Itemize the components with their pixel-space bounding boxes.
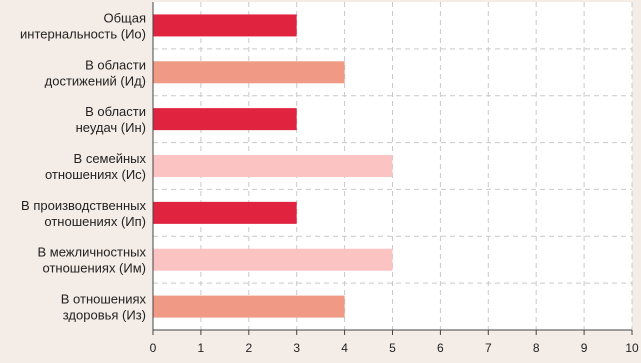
category-label: В области достижений (Ид) — [45, 57, 146, 88]
category-label: В семейных отношениях (Ис) — [45, 151, 147, 182]
x-tick-label: 0 — [150, 341, 157, 355]
category-label: В межличностных отношениях (Им) — [37, 245, 146, 276]
x-tick-label: 1 — [198, 341, 205, 355]
bar — [153, 201, 297, 224]
bar — [153, 14, 297, 37]
bar — [153, 248, 393, 271]
category-label: В области неудач (Ин) — [76, 104, 146, 135]
bar — [153, 155, 393, 177]
category-label: В производственных отношениях (Ип) — [21, 198, 146, 229]
axes — [152, 2, 633, 335]
category-label: В отношениях здоровья (Из) — [61, 292, 147, 323]
bar — [153, 61, 345, 84]
x-tick-labels: 0 1 2 3 4 5 6 7 8 9 10 — [150, 341, 639, 355]
bars — [153, 14, 393, 318]
x-tick-label: 6 — [437, 341, 444, 355]
category-labels: Общая интернальность (Ио) В области достиже… — [20, 10, 146, 322]
x-tick-label: 2 — [245, 341, 252, 355]
bar — [153, 108, 297, 131]
x-tick-label: 4 — [341, 341, 348, 355]
x-tick-label: 10 — [625, 341, 639, 355]
bar — [153, 295, 345, 318]
x-tick-label: 7 — [485, 341, 492, 355]
x-tick-label: 5 — [389, 341, 396, 355]
category-label: Общая интернальность (Ио) — [20, 10, 146, 41]
x-tick-label: 9 — [581, 341, 588, 355]
x-tick-label: 3 — [293, 341, 300, 355]
x-tick-label: 8 — [533, 341, 540, 355]
